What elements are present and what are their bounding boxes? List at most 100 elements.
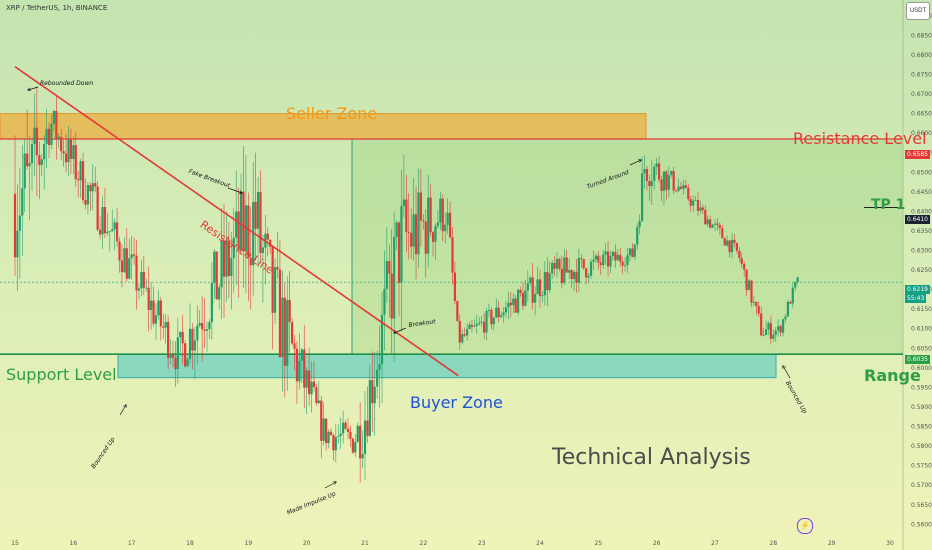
candle-body xyxy=(634,245,636,257)
candle-body xyxy=(714,224,716,225)
candle-body xyxy=(485,311,487,332)
candle-body xyxy=(123,248,125,272)
currency-button[interactable]: USDT xyxy=(906,2,930,20)
y-tick-label: 0.5750 xyxy=(911,463,932,470)
candle-body xyxy=(546,272,548,290)
candle-body xyxy=(391,274,393,319)
candle-body xyxy=(583,259,585,268)
candle-body xyxy=(646,169,648,181)
candle-body xyxy=(711,225,713,228)
candle-body xyxy=(724,238,726,245)
candle-body xyxy=(544,272,546,295)
candle-body xyxy=(707,219,709,224)
candle-body xyxy=(405,200,407,232)
candle-body xyxy=(174,358,176,369)
x-tick-label: 15 xyxy=(11,540,19,547)
resistance-level-label: Resistance Level xyxy=(793,129,927,148)
candle-body xyxy=(772,335,774,339)
candle-body xyxy=(617,255,619,260)
candle-body xyxy=(359,426,361,459)
candle-body xyxy=(493,317,495,324)
candle-body xyxy=(792,288,794,304)
candle-body xyxy=(284,298,286,366)
candle-body xyxy=(561,269,563,283)
candle-body xyxy=(726,240,728,245)
x-tick-label: 24 xyxy=(536,540,544,547)
candle-body xyxy=(143,272,145,288)
candle-body xyxy=(556,259,558,269)
buyer-zone-label: Buyer Zone xyxy=(410,393,503,412)
candle-body xyxy=(289,300,291,322)
candle-body xyxy=(150,301,152,310)
candle-body xyxy=(403,200,405,206)
x-tick-label: 28 xyxy=(770,540,778,547)
candle-body xyxy=(439,199,441,223)
x-tick-label: 17 xyxy=(128,540,136,547)
candle-body xyxy=(522,293,524,306)
candle-body xyxy=(687,188,689,199)
candle-body xyxy=(87,185,89,204)
candle-body xyxy=(63,151,65,153)
candle-body xyxy=(473,326,475,327)
candle-body xyxy=(728,240,730,252)
candle-body xyxy=(152,301,154,324)
candle-body xyxy=(342,423,344,434)
candle-body xyxy=(500,315,502,317)
candle-body xyxy=(731,240,733,252)
candle-body xyxy=(590,262,592,276)
candle-body xyxy=(471,325,473,327)
x-tick-label: 20 xyxy=(303,540,311,547)
candle-body xyxy=(595,256,597,260)
candle-body xyxy=(629,248,631,255)
candle-body xyxy=(566,257,568,272)
candle-body xyxy=(738,251,740,258)
candle-body xyxy=(121,260,123,272)
candle-body xyxy=(325,419,327,443)
candle-body xyxy=(155,315,157,323)
y-tick-label: 0.5700 xyxy=(911,482,932,489)
candle-body xyxy=(378,364,380,370)
candle-body xyxy=(398,222,400,282)
candle-body xyxy=(680,187,682,189)
candle-body xyxy=(320,401,322,441)
candle-body xyxy=(736,243,738,251)
candle-body xyxy=(607,251,609,266)
candle-body xyxy=(575,272,577,283)
candle-body xyxy=(140,272,142,289)
x-tick-label: 29 xyxy=(828,540,836,547)
candle-body xyxy=(787,302,789,316)
candle-body xyxy=(26,154,28,167)
candle-body xyxy=(281,298,283,357)
candle-body xyxy=(760,313,762,335)
candle-body xyxy=(298,361,300,382)
candle-body xyxy=(272,247,274,313)
candle-body xyxy=(481,322,483,323)
candle-body xyxy=(19,215,21,230)
candle-body xyxy=(784,316,786,319)
candle-body xyxy=(653,167,655,181)
candle-body xyxy=(303,349,305,387)
candle-body xyxy=(28,163,30,166)
candle-body xyxy=(135,256,137,291)
candle-body xyxy=(177,337,179,369)
candle-body xyxy=(745,270,747,290)
candle-body xyxy=(255,202,257,229)
candle-body xyxy=(179,332,181,337)
candle-body xyxy=(89,185,91,191)
candle-body xyxy=(395,222,397,236)
candle-body xyxy=(53,111,55,124)
candle-body xyxy=(631,248,633,256)
candle-body xyxy=(420,192,422,220)
candle-body xyxy=(383,289,385,315)
candle-body xyxy=(442,199,444,232)
candle-body xyxy=(658,163,660,179)
candle-body xyxy=(422,220,424,221)
candle-body xyxy=(483,322,485,333)
tradingview-logo-icon[interactable]: ⚡ xyxy=(797,518,813,534)
y-tick-label: 0.5950 xyxy=(911,384,932,391)
y-tick-label: 0.6650 xyxy=(911,111,932,118)
candle-body xyxy=(651,181,653,186)
candle-body xyxy=(600,263,602,266)
